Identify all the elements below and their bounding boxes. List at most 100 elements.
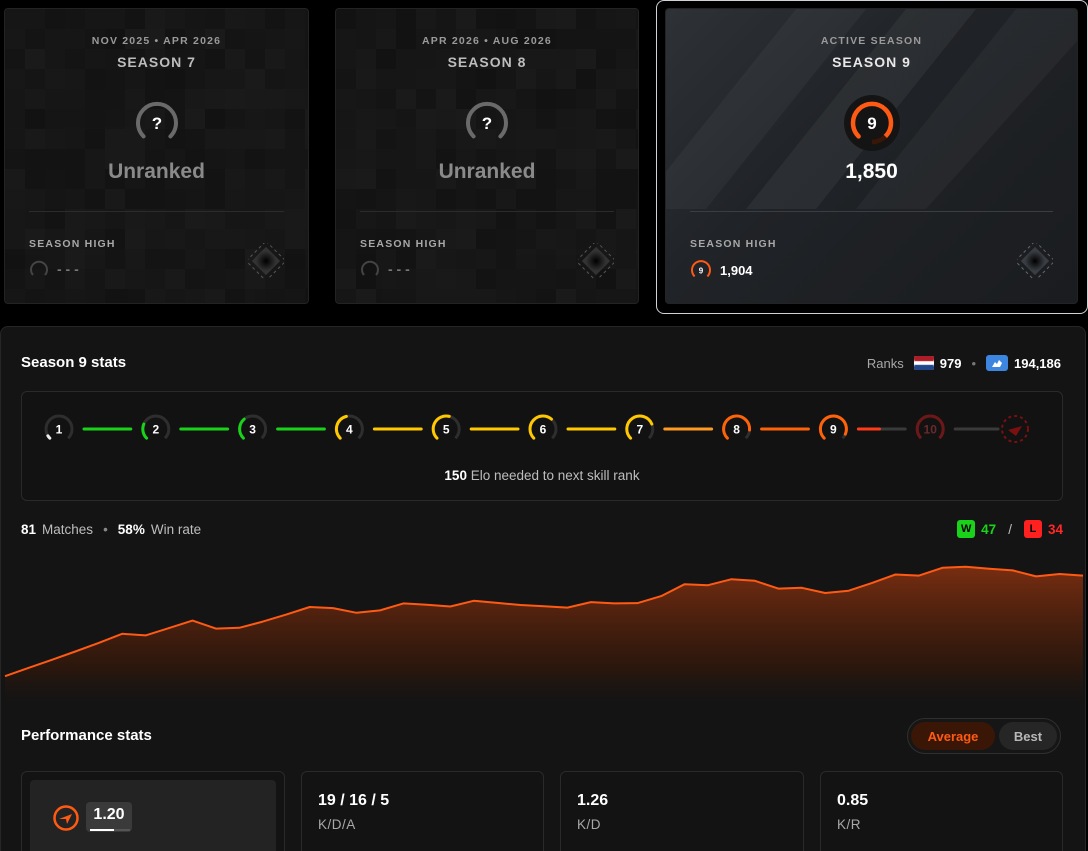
season-card-7[interactable]: NOV 2025 • APR 2026 SEASON 7 ? Unranked … xyxy=(4,8,309,304)
pattern-cell xyxy=(616,29,636,49)
pattern-cell xyxy=(85,89,105,109)
pattern-cell xyxy=(636,189,638,209)
season-name: SEASON 9 xyxy=(832,54,911,70)
pattern-cell xyxy=(145,169,165,189)
pattern-cell xyxy=(285,89,305,109)
pattern-cell xyxy=(165,289,185,303)
rating-gauge-icon xyxy=(53,805,79,831)
pattern-cell xyxy=(225,9,245,29)
pattern-cell xyxy=(396,129,416,149)
pattern-cell xyxy=(145,189,165,209)
pattern-cell xyxy=(516,229,536,249)
pattern-cell xyxy=(516,49,536,69)
pattern-cell xyxy=(305,109,308,129)
pattern-cell xyxy=(245,89,265,109)
pattern-cell xyxy=(576,9,596,29)
pattern-cell xyxy=(476,249,496,269)
pattern-cell xyxy=(105,169,125,189)
pattern-cell xyxy=(105,209,125,229)
skill-node-bg xyxy=(624,414,655,444)
pattern-cell xyxy=(436,189,456,209)
pattern-cell xyxy=(456,269,476,289)
pattern-cell xyxy=(336,109,356,129)
pattern-cell xyxy=(336,189,356,209)
pattern-cell xyxy=(45,89,65,109)
pattern-cell xyxy=(45,229,65,249)
pattern-cell xyxy=(476,129,496,149)
season-name: SEASON 8 xyxy=(447,54,527,70)
pattern-cell xyxy=(285,49,305,69)
pattern-cell xyxy=(496,289,516,303)
pattern-cell xyxy=(85,229,105,249)
season-status: Unranked xyxy=(108,160,205,183)
pattern-cell xyxy=(205,269,225,289)
pattern-cell xyxy=(416,89,436,109)
pattern-cell xyxy=(125,149,145,169)
pattern-cell xyxy=(5,29,25,49)
pattern-cell xyxy=(436,29,456,49)
season-high-text: - - - xyxy=(388,261,410,277)
pattern-cell xyxy=(185,269,205,289)
pattern-cell xyxy=(636,229,638,249)
pattern-cell xyxy=(25,289,45,303)
pattern-cell xyxy=(185,289,205,303)
pattern-cell xyxy=(436,9,456,29)
skill-node-arc xyxy=(818,414,848,440)
season-card-8[interactable]: APR 2026 • AUG 2026 SEASON 8 ? Unranked … xyxy=(335,8,639,304)
pattern-cell xyxy=(356,209,376,229)
toggle-best[interactable]: Best xyxy=(999,722,1057,750)
pattern-cell xyxy=(496,29,516,49)
pattern-cell xyxy=(65,229,85,249)
season-high-label: SEASON HIGH xyxy=(360,238,447,250)
season-card-9[interactable]: ACTIVE SEASON SEASON 9 9 1,850 SEASON HI… xyxy=(665,8,1078,304)
pattern-cell xyxy=(596,29,616,49)
pattern-cell xyxy=(396,149,416,169)
pattern-cell xyxy=(105,269,125,289)
pattern-cell xyxy=(436,269,456,289)
country-rank[interactable]: 979 xyxy=(939,355,962,371)
elo-needed-label: Elo needed to next skill rank xyxy=(470,468,640,483)
pattern-cell xyxy=(336,149,356,169)
pattern-cell xyxy=(596,209,616,229)
pattern-cell xyxy=(336,29,356,49)
pattern-cell xyxy=(516,249,536,269)
pattern-cell xyxy=(476,49,496,69)
pattern-cell xyxy=(125,249,145,269)
pattern-cell xyxy=(636,169,638,189)
pattern-cell xyxy=(416,249,436,269)
pattern-cell xyxy=(305,29,308,49)
kr-card: 0.85 K/R xyxy=(820,771,1063,851)
pattern-cell xyxy=(265,269,285,289)
pattern-cell xyxy=(616,129,636,149)
pattern-cell xyxy=(125,189,145,209)
pattern-cell xyxy=(285,9,305,29)
pattern-cell xyxy=(556,9,576,29)
pattern-cell xyxy=(225,289,245,303)
skill-level-5-node: 5 xyxy=(431,414,462,444)
pattern-cell xyxy=(5,109,25,129)
pattern-cell xyxy=(65,269,85,289)
skill-node-arc xyxy=(238,417,246,440)
losses-count: 34 xyxy=(1047,521,1063,537)
pattern-cell xyxy=(185,189,205,209)
region-rank[interactable]: 194,186 xyxy=(1014,355,1061,371)
pattern-cell xyxy=(125,9,145,29)
pattern-cell xyxy=(376,209,396,229)
pattern-cell xyxy=(456,49,476,69)
rating-value: 1.20 xyxy=(86,802,132,832)
pattern-cell xyxy=(556,69,576,89)
season-high-value: - - - xyxy=(29,259,79,279)
elo-history-chart[interactable] xyxy=(1,552,1086,712)
skill-level-2-node: 2 xyxy=(140,414,171,444)
pattern-cell xyxy=(205,109,225,129)
pattern-cell xyxy=(476,109,496,129)
pattern-cell xyxy=(616,249,636,269)
toggle-average[interactable]: Average xyxy=(911,722,995,750)
pattern-cell xyxy=(85,109,105,129)
pattern-cell xyxy=(225,229,245,249)
pattern-cell xyxy=(65,29,85,49)
skill-node-bg xyxy=(818,414,849,444)
pattern-cell xyxy=(225,69,245,89)
pattern-cell xyxy=(125,89,145,109)
pattern-cell xyxy=(416,69,436,89)
